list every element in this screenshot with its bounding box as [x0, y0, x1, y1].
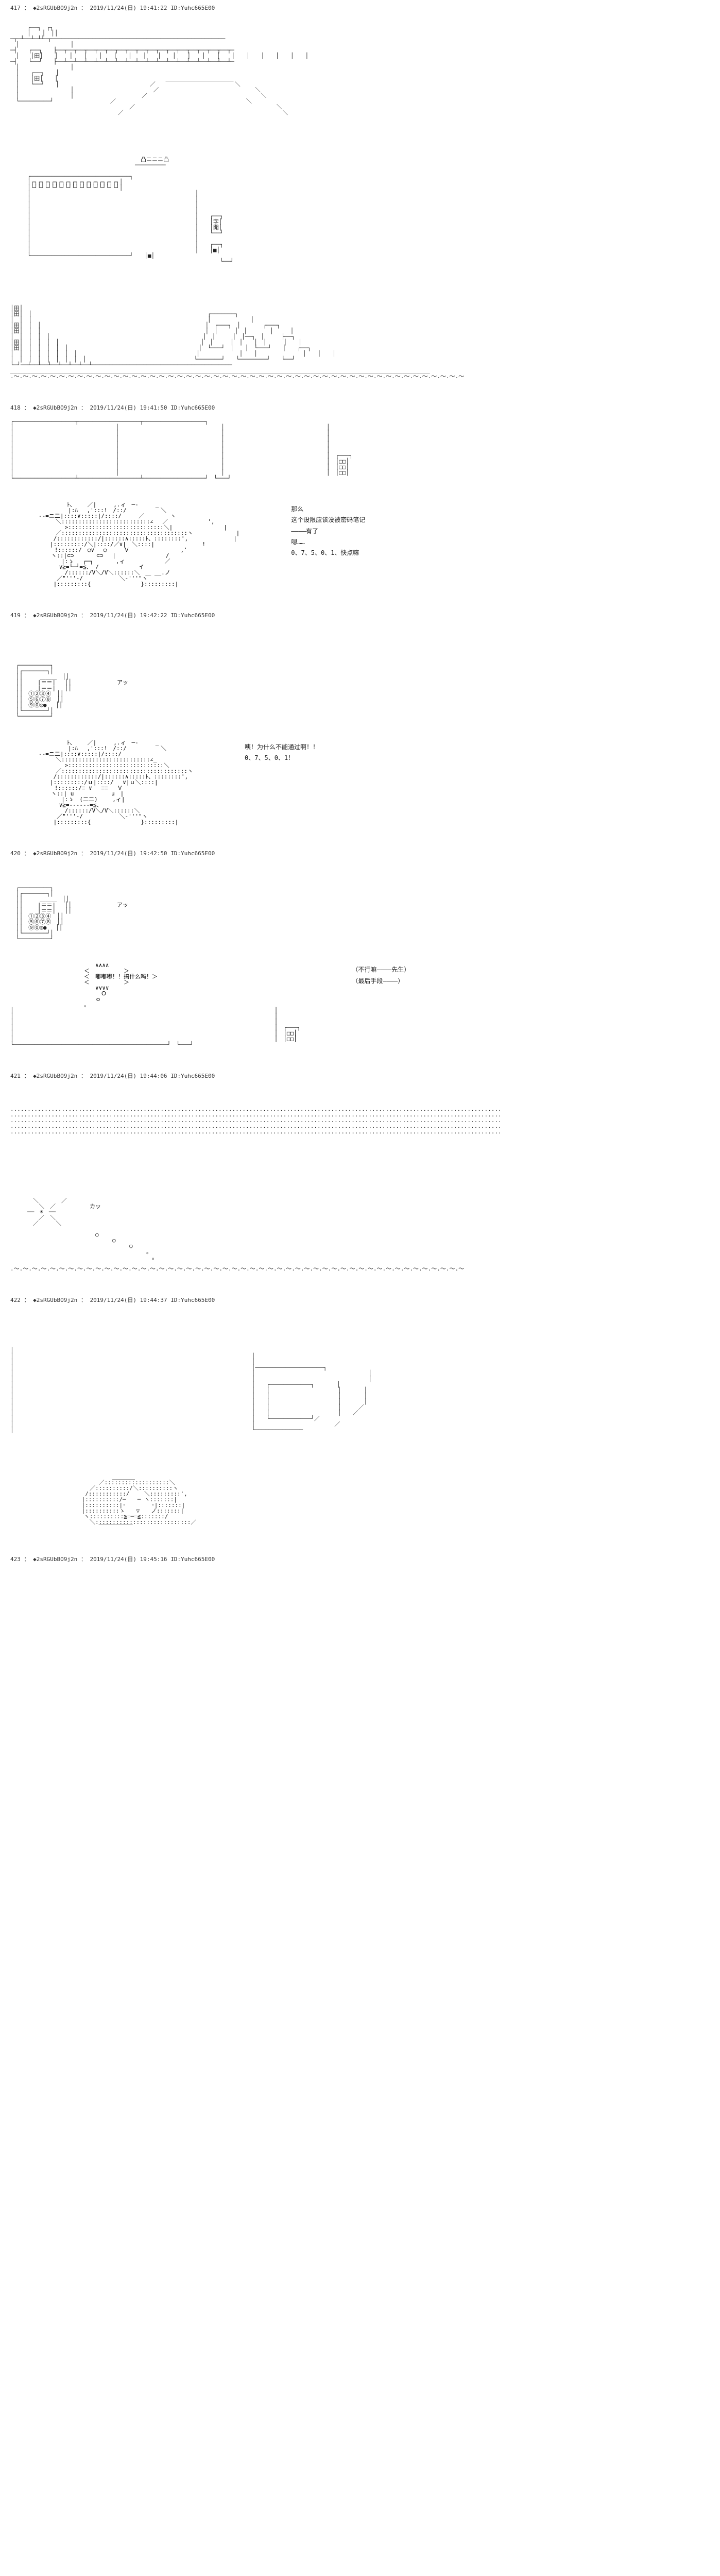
dialogue-line: 那么	[291, 506, 365, 513]
aa-character-sleeping: ＿＿＿＿ ／:::::::::::::::::::＼ ／::::::::::/＼…	[10, 1474, 710, 1531]
post-header: 423 ： ◆2sRGUbBO9j2n ： 2019/11/24(日) 19:4…	[10, 1551, 710, 1563]
dialogue-line: ————有了	[291, 528, 365, 535]
post-420: 420 ： ◆2sRGUbBO9j2n ： 2019/11/24(日) 19:4…	[0, 845, 720, 1047]
post-trip: ◆2sRGUbBO9j2n	[33, 404, 77, 411]
aa-building-exterior: ┌──┐ ┌┐ │ │ ││ ─┬─┴──┴─┴┴─┬─────────────…	[10, 19, 710, 115]
post-date: 2019/11/24(日)	[90, 850, 136, 857]
post-header: 418 ： ◆2sRGUbBO9j2n ： 2019/11/24(日) 19:4…	[10, 400, 710, 411]
post-419: 419 ： ◆2sRGUbBO9j2n ： 2019/11/24(日) 19:4…	[0, 607, 720, 825]
post-header: 419 ： ◆2sRGUbBO9j2n ： 2019/11/24(日) 19:4…	[10, 607, 710, 619]
aa-keypad-closeup: ┌─────────┐ │┌───────┐│ ││ ＿＿＿ ││ ││ |＝＝…	[10, 663, 710, 719]
post-number: 422	[10, 1297, 21, 1303]
post-header: 420 ： ◆2sRGUbBO9j2n ： 2019/11/24(日) 19:4…	[10, 845, 710, 857]
post-header: 417 ： ◆2sRGUbBO9j2n ： 2019/11/24(日) 19:4…	[10, 0, 710, 11]
aa-room-interior: │ │ │ │ │	[10, 1348, 710, 1433]
post-417: 417 ： ◆2sRGUbBO9j2n ： 2019/11/24(日) 19:4…	[0, 0, 720, 379]
post-uid: ID:Yuhc665E00	[170, 1297, 215, 1303]
post-422: 422 ： ◆2sRGUbBO9j2n ： 2019/11/24(日) 19:4…	[0, 1292, 720, 1530]
post-trip: ◆2sRGUbBO9j2n	[33, 1297, 77, 1303]
dialogue-line: 0、7、5、0、1！	[245, 755, 319, 761]
dialogue-block: （不行嘛————先生） （最后手段————）	[352, 962, 410, 988]
post-uid: ID:Yuhc665E00	[170, 612, 215, 619]
post-header: 421 ： ◆2sRGUbBO9j2n ： 2019/11/24(日) 19:4…	[10, 1068, 710, 1079]
post-421: 421 ： ◆2sRGUbBO9j2n ： 2019/11/24(日) 19:4…	[0, 1068, 720, 1272]
post-time: 19:42:22	[140, 612, 167, 619]
aa-character-3: ∧∧∧∧ ＜ ＞ ＜ 嘟嘟嘟！！搞什么吗！＞ ＜ ＞ ∨∨∨∨ Ｏ ｏ 。 │ …	[10, 962, 300, 1047]
dialogue-line: （最后手段————）	[352, 978, 410, 985]
dialogue-line: （不行嘛————先生）	[352, 967, 410, 973]
post-header: 422 ： ◆2sRGUbBO9j2n ： 2019/11/24(日) 19:4…	[10, 1292, 710, 1303]
dialogue-block: 那么 这个设限应该没被密码笔记 ————有了 嗯…… 0、7、5、0、1、快点嘛	[291, 502, 365, 561]
post-time: 19:44:06	[140, 1073, 167, 1079]
post-trip: ◆2sRGUbBO9j2n	[33, 5, 77, 11]
post-date: 2019/11/24(日)	[90, 612, 136, 619]
dialogue-block: 咦！为什么不能通过啊！！ 0、7、5、0、1！	[245, 740, 319, 766]
post-date: 2019/11/24(日)	[90, 404, 136, 411]
aa-keypad-closeup-2: ┌─────────┐ │┌───────┐│ ││ ＿＿＿ ││ ││ |＝＝…	[10, 885, 710, 942]
post-number: 421	[10, 1073, 21, 1079]
aa-character-2: ﾄ、 ／| ,.ィ ─- _ |:ﾊ ,':::! /::/ ＼ -‐=ニ二|:…	[10, 740, 193, 825]
post-trip: ◆2sRGUbBO9j2n	[33, 1073, 77, 1079]
post-date: 2019/11/24(日)	[90, 1556, 136, 1563]
post-time: 19:42:50	[140, 850, 167, 857]
dialogue-line: 这个设限应该没被密码笔记	[291, 517, 365, 523]
dialogue-line: 嗯……	[291, 539, 365, 546]
post-uid: ID:Yuhc665E00	[170, 1073, 215, 1079]
aa-character-1: ﾄ、 ／| ,.ィ ─- _ |:ﾊ ,':::! /::/ ＼ -‐=ニ二|:…	[10, 502, 239, 587]
post-number: 423	[10, 1556, 21, 1563]
post-uid: ID:Yuhc665E00	[170, 5, 215, 11]
aa-panel-keypad: ┌──────────────────┬──────────────────┬─…	[10, 419, 710, 481]
post-time: 19:45:16	[140, 1556, 167, 1563]
post-date: 2019/11/24(日)	[90, 1297, 136, 1303]
post-number: 419	[10, 612, 21, 619]
post-number: 420	[10, 850, 21, 857]
aa-wide-scene: │田│ │田│ │ ┌───────┐ │ │ │ │ │ │	[10, 306, 710, 379]
post-time: 19:44:37	[140, 1297, 167, 1303]
dialogue-line: 0、7、5、0、1、快点嘛	[291, 550, 365, 556]
post-uid: ID:Yuhc665E00	[170, 1556, 215, 1563]
post-uid: ID:Yuhc665E00	[170, 404, 215, 411]
post-number: 418	[10, 404, 21, 411]
post-number: 417	[10, 5, 21, 11]
post-date: 2019/11/24(日)	[90, 1073, 136, 1079]
post-date: 2019/11/24(日)	[90, 5, 136, 11]
post-trip: ◆2sRGUbBO9j2n	[33, 850, 77, 857]
post-trip: ◆2sRGUbBO9j2n	[33, 1556, 77, 1563]
dialogue-line: 咦！为什么不能通过啊！！	[245, 744, 319, 751]
post-uid: ID:Yuhc665E00	[170, 850, 215, 857]
post-time: 19:41:50	[140, 404, 167, 411]
post-423: 423 ： ◆2sRGUbBO9j2n ： 2019/11/24(日) 19:4…	[0, 1551, 720, 1563]
aa-gate-front: 凸ニニニ凸 ───────── ┌───────────────────────…	[10, 157, 710, 264]
post-418: 418 ： ◆2sRGUbBO9j2n ： 2019/11/24(日) 19:4…	[0, 400, 720, 587]
post-time: 19:41:22	[140, 5, 167, 11]
aa-dotted-lines: ········································…	[10, 1108, 710, 1136]
aa-sky-scene: ＼ ／ ＼ ／ カッ ── ☀ ── ／ ＼ ／ ＼ ○ ○ ○ 。 。 .〜.…	[10, 1198, 710, 1272]
post-trip: ◆2sRGUbBO9j2n	[33, 612, 77, 619]
